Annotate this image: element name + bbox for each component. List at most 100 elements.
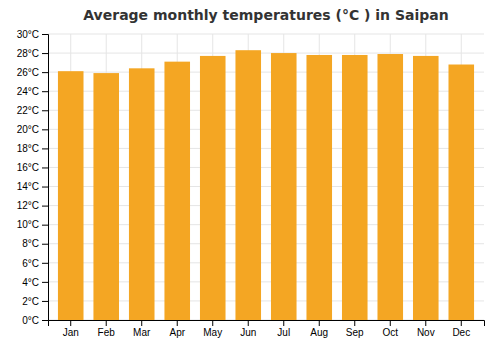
tick-mark [42,320,48,321]
tick: 28°C [17,48,48,59]
tick-mark [42,53,48,54]
tick-mark [70,320,71,326]
tick: 12°C [17,200,48,211]
tick: Jun [240,320,256,338]
tick: Apr [169,320,185,338]
tick-mark [283,320,284,326]
tick-label: 12°C [17,200,39,211]
tick-mark [42,167,48,168]
tick-mark [42,206,48,207]
tick: 20°C [17,124,48,135]
y-axis: 0°C 2°C 4°C 6°C 8°C 10°C 12°C 14°C 16°C 18°C 20°C 2… [17,29,49,326]
tick-mark [42,244,48,245]
tick-mark [390,320,391,326]
bars [58,50,474,320]
tick-mark [42,187,48,188]
tick-label: Jun [240,327,256,338]
plot-area: 0°C 2°C 4°C 6°C 8°C 10°C 12°C 14°C 16°C 18°C 20°C 2… [17,29,485,338]
tick-label: 0°C [22,315,39,326]
tick: Jan [63,320,79,338]
tick-label: 22°C [17,105,39,116]
tick: 22°C [17,105,48,116]
tick-mark [319,320,320,326]
bar [200,56,226,320]
tick: 24°C [17,86,48,97]
tick-label: Sep [346,327,364,338]
tick-label: 10°C [17,219,39,230]
tick-label: 14°C [17,181,39,192]
tick-label: Dec [452,327,470,338]
axis-line [42,35,49,321]
tick-mark [141,320,142,326]
tick-mark [248,320,249,326]
tick-label: Jan [63,327,79,338]
bar [306,55,332,320]
tick-mark [42,301,48,302]
bar [93,73,119,320]
tick-mark [354,320,355,326]
tick-mark [42,72,48,73]
tick: 4°C [22,277,48,288]
tick-label: Feb [98,327,116,338]
tick: 2°C [22,296,48,307]
tick: May [203,320,222,338]
axis-line [49,321,485,327]
bar [377,54,403,320]
bar [58,71,84,320]
tick-label: 30°C [17,29,39,40]
tick-label: 26°C [17,67,39,78]
tick: Feb [98,320,116,338]
tick-mark [106,320,107,326]
chart-container: 0°C 2°C 4°C 6°C 8°C 10°C 12°C 14°C 16°C 18°C 20°C 2… [0,0,500,350]
tick-mark [42,282,48,283]
tick-label: Mar [133,327,151,338]
bar [342,55,368,320]
tick: 30°C [17,29,48,40]
grid [48,34,484,320]
bar [448,65,474,320]
tick-label: Nov [417,327,435,338]
tick: 6°C [22,258,48,269]
tick: 8°C [22,238,48,249]
bar [129,68,155,320]
tick-mark [42,225,48,226]
grid-line [48,53,484,54]
tick-label: Apr [169,327,185,338]
x-axis: Jan Feb Mar Apr May Jun Jul Aug Sep Oct Nov Dec [49,320,485,338]
tick: Mar [133,320,151,338]
tick: Dec [452,320,470,338]
chart-svg: 0°C 2°C 4°C 6°C 8°C 10°C 12°C 14°C 16°C 18°C 20°C 2… [0,0,500,350]
tick: Sep [346,320,364,338]
tick-label: 4°C [22,277,39,288]
tick-label: 2°C [22,296,39,307]
tick: Nov [417,320,435,338]
title: Average monthly temperatures (°C ) in Sa… [83,7,448,23]
tick-mark [42,34,48,35]
bar [271,53,297,320]
tick: 10°C [17,219,48,230]
tick-label: 18°C [17,143,39,154]
tick-label: Aug [310,327,328,338]
tick-mark [461,320,462,326]
tick-mark [212,320,213,326]
tick-mark [425,320,426,326]
tick: Oct [382,320,398,338]
tick-label: 20°C [17,124,39,135]
bar [413,56,439,320]
tick-label: 28°C [17,48,39,59]
bar [235,50,261,320]
bar [164,62,190,320]
tick-mark [42,110,48,111]
tick: 16°C [17,162,48,173]
tick: Aug [310,320,328,338]
tick: 26°C [17,67,48,78]
tick: 14°C [17,181,48,192]
tick-label: 24°C [17,86,39,97]
grid-line [48,34,484,35]
tick-label: Oct [382,327,398,338]
tick-mark [177,320,178,326]
tick: 18°C [17,143,48,154]
tick-label: 16°C [17,162,39,173]
tick-mark [42,148,48,149]
tick: Jul [277,320,290,338]
